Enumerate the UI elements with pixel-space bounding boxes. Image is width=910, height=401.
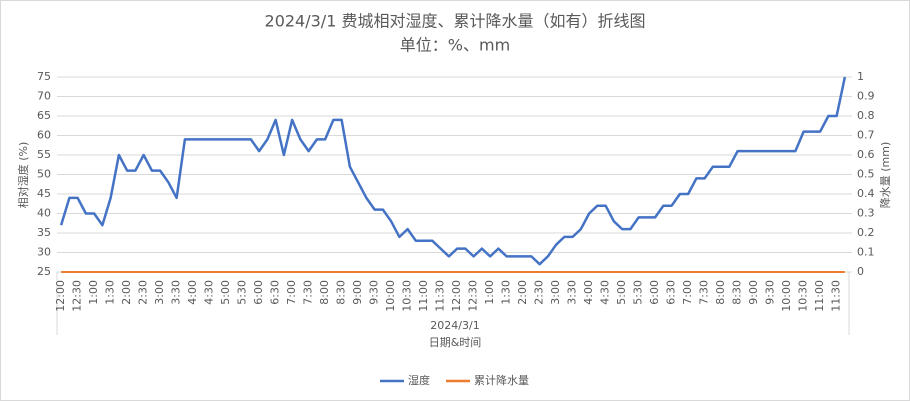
x-tick-label: 2:00 xyxy=(516,280,529,305)
x-tick-label: 4:00 xyxy=(186,280,199,305)
x-tick-label: 4:30 xyxy=(203,280,216,305)
y-tick-label: 70 xyxy=(37,90,51,103)
x-tick-label: 3:00 xyxy=(153,280,166,305)
y2-tick-label: 1 xyxy=(857,70,864,83)
y-tick-label: 25 xyxy=(37,265,51,278)
chart-title: 2024/3/1 费城相对湿度、累计降水量（如有）折线图 xyxy=(265,12,646,31)
y-tick-label: 50 xyxy=(37,168,51,181)
x-tick-label: 8:30 xyxy=(731,280,744,305)
x-tick-label: 10:00 xyxy=(384,280,397,312)
x-tick-label: 8:00 xyxy=(318,280,331,305)
legend-label: 累计降水量 xyxy=(474,373,529,387)
y-axis-title: 相对湿度 (%) xyxy=(16,142,30,209)
y-tick-label: 30 xyxy=(37,246,51,259)
legend-label: 湿度 xyxy=(408,373,430,387)
x-tick-label: 10:30 xyxy=(401,280,414,312)
x-tick-label: 10:30 xyxy=(797,280,810,312)
x-tick-label: 6:00 xyxy=(648,280,661,305)
x-tick-label: 6:30 xyxy=(269,280,282,305)
y2-tick-label: 0.8 xyxy=(857,109,875,122)
x-tick-label: 7:00 xyxy=(285,280,298,305)
x-tick-label: 5:30 xyxy=(632,280,645,305)
x-tick-label: 9:00 xyxy=(747,280,760,305)
x-tick-label: 9:30 xyxy=(764,280,777,305)
y2-tick-label: 0.5 xyxy=(857,168,875,181)
x-group-label: 2024/3/1 xyxy=(430,319,479,332)
y2-tick-label: 0 xyxy=(857,265,864,278)
y-tick-label: 60 xyxy=(37,129,51,142)
x-tick-label: 2:30 xyxy=(137,280,150,305)
y2-tick-label: 0.9 xyxy=(857,90,875,103)
x-tick-label: 12:30 xyxy=(71,280,84,312)
x-tick-label: 9:30 xyxy=(368,280,381,305)
x-tick-label: 8:00 xyxy=(714,280,727,305)
x-tick-label: 3:00 xyxy=(549,280,562,305)
y2-tick-label: 0.3 xyxy=(857,207,875,220)
x-tick-label: 2:30 xyxy=(533,280,546,305)
x-tick-label: 7:00 xyxy=(681,280,694,305)
x-tick-label: 6:00 xyxy=(252,280,265,305)
x-tick-label: 11:30 xyxy=(830,280,843,312)
x-tick-label: 11:00 xyxy=(813,280,826,312)
x-tick-label: 1:00 xyxy=(483,280,496,305)
x-tick-label: 11:00 xyxy=(417,280,430,312)
y-tick-label: 40 xyxy=(37,207,51,220)
y2-tick-label: 0.7 xyxy=(857,129,875,142)
x-axis-title: 日期&时间 xyxy=(429,336,482,349)
x-tick-label: 6:30 xyxy=(665,280,678,305)
y-tick-label: 65 xyxy=(37,109,51,122)
chart-subtitle: 单位：%、mm xyxy=(400,36,510,55)
x-tick-label: 10:00 xyxy=(780,280,793,312)
y2-axis-title: 降水量 (mm) xyxy=(878,142,892,209)
x-tick-label: 3:30 xyxy=(170,280,183,305)
x-tick-label: 8:30 xyxy=(335,280,348,305)
y2-tick-label: 0.2 xyxy=(857,226,875,239)
x-tick-label: 1:00 xyxy=(87,280,100,305)
x-tick-label: 5:00 xyxy=(615,280,628,305)
y-tick-label: 45 xyxy=(37,187,51,200)
x-tick-label: 2:00 xyxy=(120,280,133,305)
x-tick-label: 3:30 xyxy=(566,280,579,305)
x-tick-label: 5:00 xyxy=(219,280,232,305)
x-tick-label: 7:30 xyxy=(698,280,711,305)
x-tick-label: 4:30 xyxy=(599,280,612,305)
x-tick-label: 12:00 xyxy=(54,280,67,312)
y2-tick-label: 0.1 xyxy=(857,246,875,259)
x-tick-label: 11:30 xyxy=(434,280,447,312)
x-tick-label: 9:00 xyxy=(351,280,364,305)
x-tick-label: 4:00 xyxy=(582,280,595,305)
x-tick-label: 1:30 xyxy=(104,280,117,305)
y-tick-label: 55 xyxy=(37,148,51,161)
y2-tick-label: 0.6 xyxy=(857,148,875,161)
x-tick-label: 12:00 xyxy=(450,280,463,312)
x-tick-label: 12:30 xyxy=(467,280,480,312)
y-tick-label: 35 xyxy=(37,226,51,239)
series-line xyxy=(59,76,847,266)
y2-tick-label: 0.4 xyxy=(857,187,875,200)
x-tick-label: 7:30 xyxy=(302,280,315,305)
x-tick-label: 1:30 xyxy=(500,280,513,305)
y-tick-label: 75 xyxy=(37,70,51,83)
x-tick-label: 5:30 xyxy=(236,280,249,305)
